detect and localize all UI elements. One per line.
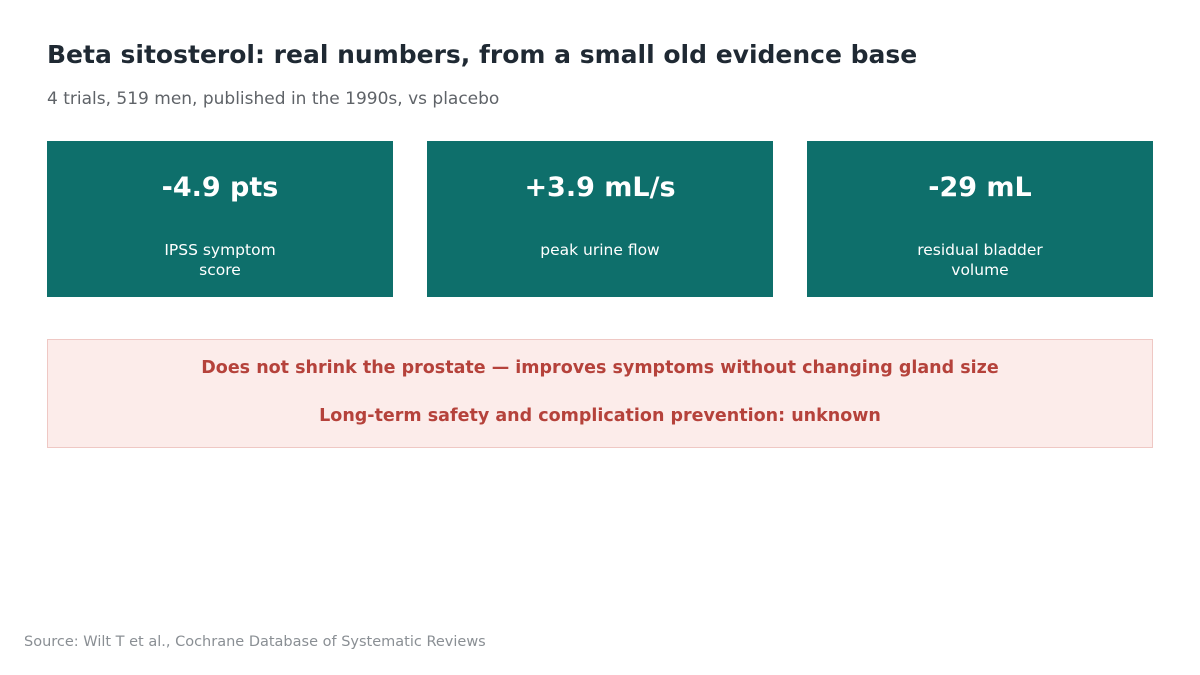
stat-card-ipss: -4.9 pts IPSS symptom score — [47, 141, 393, 297]
warning-callout: Does not shrink the prostate — improves … — [47, 339, 1153, 448]
stat-value: -4.9 pts — [161, 172, 279, 203]
stat-label: peak urine flow — [540, 241, 660, 259]
stat-value: -29 mL — [928, 172, 1032, 203]
callout-line: Long-term safety and complication preven… — [319, 406, 881, 426]
callout-line: Does not shrink the prostate — improves … — [201, 358, 999, 378]
stat-value: +3.9 mL/s — [524, 172, 676, 203]
stat-card-peak-flow: +3.9 mL/s peak urine flow — [427, 141, 773, 297]
stat-label: residual bladder volume — [917, 241, 1043, 279]
source-citation: Source: Wilt T et al., Cochrane Database… — [24, 634, 486, 650]
stat-card-residual-volume: -29 mL residual bladder volume — [807, 141, 1153, 297]
page-subtitle: 4 trials, 519 men, published in the 1990… — [47, 89, 500, 109]
stat-cards: -4.9 pts IPSS symptom score +3.9 mL/s pe… — [47, 141, 1153, 297]
stat-label: IPSS symptom score — [164, 241, 276, 279]
page-title: Beta sitosterol: real numbers, from a sm… — [47, 40, 918, 69]
